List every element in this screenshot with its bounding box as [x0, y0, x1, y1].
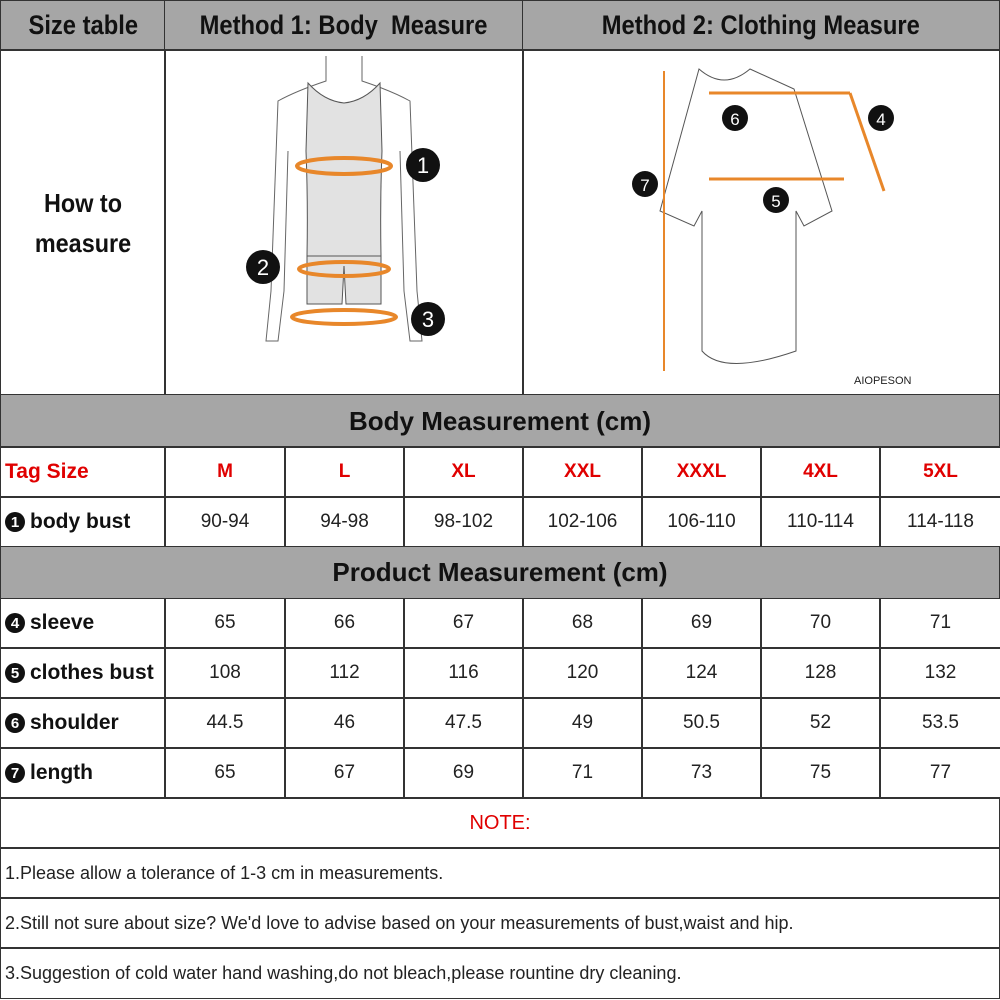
- number-badge-icon: 1: [5, 512, 25, 532]
- body-measure-illustration: 1 2 3: [164, 49, 524, 396]
- value-cell: 94-98: [284, 496, 405, 548]
- value-cell: 65: [164, 747, 286, 799]
- size-header: XL: [403, 446, 524, 498]
- value-cell: 108: [164, 647, 286, 699]
- how-to-measure-cell: How to measure: [0, 49, 166, 396]
- size-header: M: [164, 446, 286, 498]
- size-header: XXXL: [641, 446, 762, 498]
- method1-header: Method 1: Body Measure: [164, 0, 524, 51]
- row-label: 5 clothes bust: [0, 647, 166, 699]
- method2-header: Method 2: Clothing Measure: [522, 0, 1000, 51]
- svg-text:5: 5: [771, 192, 780, 211]
- tshirt-figure-icon: 6 4 5 7 AIOPESON: [632, 68, 912, 387]
- size-header: 4XL: [760, 446, 881, 498]
- row-label: 4 sleeve: [0, 597, 166, 649]
- row-label: 7 length: [0, 747, 166, 799]
- product-measurement-section: Product Measurement (cm): [0, 546, 1000, 599]
- value-cell: 52: [760, 697, 881, 749]
- value-cell: 112: [284, 647, 405, 699]
- value-cell: 67: [284, 747, 405, 799]
- body-figure-icon: 1 2 3: [246, 56, 445, 342]
- row-label-text: body bust: [30, 510, 131, 533]
- value-cell: 110-114: [760, 496, 881, 548]
- value-cell: 75: [760, 747, 881, 799]
- value-cell: 71: [879, 597, 1000, 649]
- value-cell: 46: [284, 697, 405, 749]
- size-table-header: Size table: [0, 0, 166, 51]
- value-cell: 69: [403, 747, 524, 799]
- value-cell: 73: [641, 747, 762, 799]
- number-badge-icon: 7: [5, 763, 25, 783]
- value-cell: 44.5: [164, 697, 286, 749]
- svg-text:6: 6: [730, 110, 739, 129]
- value-cell: 124: [641, 647, 762, 699]
- value-cell: 106-110: [641, 496, 762, 548]
- value-cell: 90-94: [164, 496, 286, 548]
- value-cell: 50.5: [641, 697, 762, 749]
- row-label-text: clothes bust: [30, 661, 154, 684]
- value-cell: 132: [879, 647, 1000, 699]
- row-label-text: length: [30, 761, 93, 784]
- value-cell: 65: [164, 597, 286, 649]
- row-label-text: sleeve: [30, 611, 95, 634]
- row-label: 6 shoulder: [0, 697, 166, 749]
- svg-text:7: 7: [640, 176, 649, 195]
- value-cell: 68: [522, 597, 643, 649]
- value-cell: 70: [760, 597, 881, 649]
- value-cell: 53.5: [879, 697, 1000, 749]
- value-cell: 69: [641, 597, 762, 649]
- size-header: 5XL: [879, 446, 1000, 498]
- value-cell: 66: [284, 597, 405, 649]
- size-header: L: [284, 446, 405, 498]
- value-cell: 98-102: [403, 496, 524, 548]
- note-2: 2.Still not sure about size? We'd love t…: [0, 897, 1000, 949]
- note-3: 3.Suggestion of cold water hand washing,…: [0, 947, 1000, 999]
- row-label: Tag Size: [0, 446, 166, 498]
- value-cell: 71: [522, 747, 643, 799]
- body-measurement-section: Body Measurement (cm): [0, 394, 1000, 448]
- svg-text:3: 3: [422, 307, 434, 332]
- value-cell: 67: [403, 597, 524, 649]
- clothing-measure-illustration: 6 4 5 7 AIOPESON: [522, 49, 1000, 396]
- number-badge-icon: 6: [5, 713, 25, 733]
- value-cell: 77: [879, 747, 1000, 799]
- value-cell: 128: [760, 647, 881, 699]
- row-label-text: shoulder: [30, 711, 119, 734]
- number-badge-icon: 4: [5, 613, 25, 633]
- size-header: XXL: [522, 446, 643, 498]
- value-cell: 114-118: [879, 496, 1000, 548]
- row-label: 1 body bust: [0, 496, 166, 548]
- number-badge-icon: 5: [5, 663, 25, 683]
- value-cell: 120: [522, 647, 643, 699]
- value-cell: 102-106: [522, 496, 643, 548]
- svg-text:1: 1: [417, 153, 429, 178]
- note-title: NOTE:: [0, 797, 1000, 849]
- brand-logo: AIOPESON: [854, 375, 912, 387]
- note-1: 1.Please allow a tolerance of 1-3 cm in …: [0, 847, 1000, 899]
- svg-text:2: 2: [257, 255, 269, 280]
- value-cell: 47.5: [403, 697, 524, 749]
- value-cell: 116: [403, 647, 524, 699]
- value-cell: 49: [522, 697, 643, 749]
- svg-text:4: 4: [876, 110, 885, 129]
